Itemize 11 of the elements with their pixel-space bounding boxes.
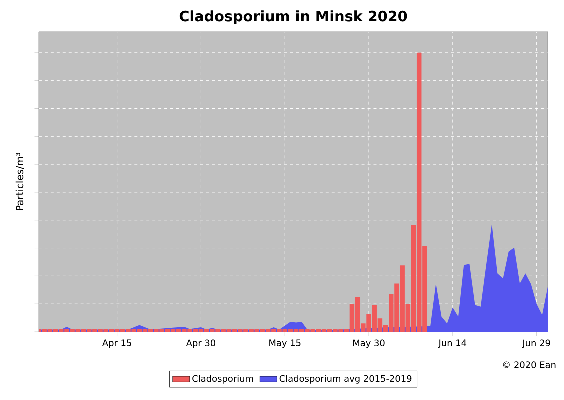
x-tick-label: May 15 bbox=[270, 340, 301, 348]
chart-title: Cladosporium in Minsk 2020 bbox=[180, 10, 408, 24]
legend-label: Cladosporium bbox=[192, 375, 254, 384]
x-tick-label: Apr 30 bbox=[186, 340, 216, 348]
x-tick-label: Jun 14 bbox=[438, 340, 467, 348]
x-tick-label: May 30 bbox=[353, 340, 385, 348]
text: © 2020 Ean bbox=[503, 362, 556, 368]
legend-label: Cladosporium avg 2015-2019 bbox=[280, 375, 412, 384]
y-axis-title: Particles/m³ bbox=[16, 152, 24, 211]
x-tick-label: Apr 15 bbox=[102, 340, 132, 348]
x-tick-label: Jun 29 bbox=[522, 340, 550, 348]
